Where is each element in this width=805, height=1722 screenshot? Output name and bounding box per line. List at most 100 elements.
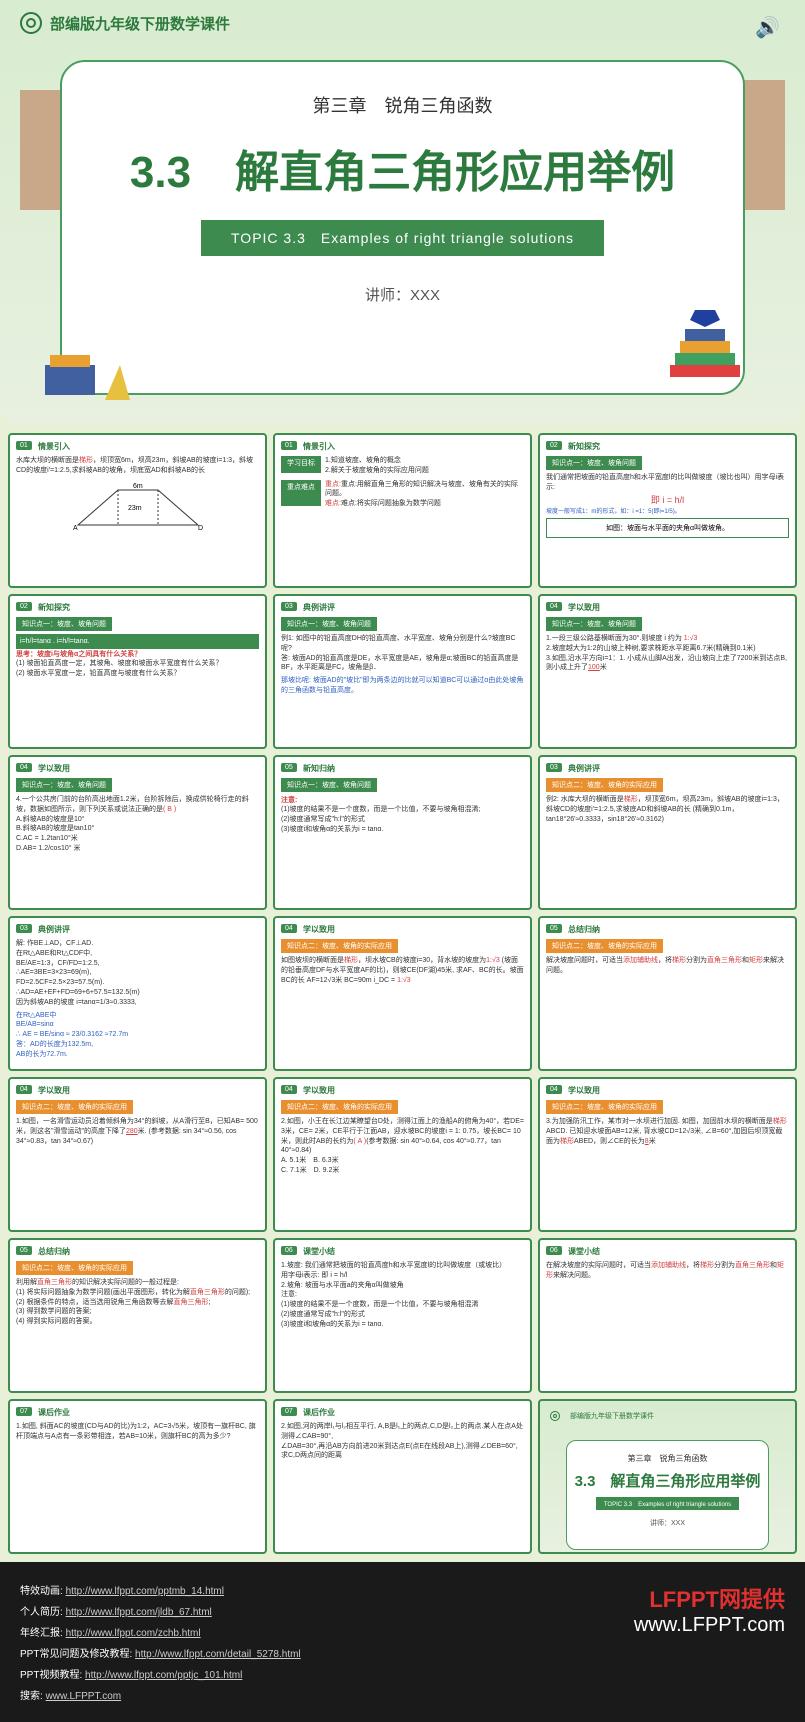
slide-thumbnail[interactable]: 02新知探究知识点一：坡度、坡角问题i=h/l=tanα . i=h/l=tan… [8, 594, 267, 749]
slide-number: 06 [281, 1246, 297, 1255]
slide-body: 1.一段三级公路基横断面为30°.则坡度 i 约为 1:√32.坡度越大为1:2… [546, 634, 789, 673]
slide-header: 新知探究 [38, 602, 259, 613]
slide-number: 04 [546, 1085, 562, 1094]
knowledge-point: 知识点二：坡度、坡角的实际应用 [281, 1100, 398, 1114]
slide-header: 学以致用 [38, 1085, 259, 1096]
logo-icon [20, 12, 42, 34]
slide-header: 新知归纳 [303, 763, 524, 774]
slide-thumbnail[interactable]: 04 学以致用知识点一：坡度、坡角问题 1.一段三级公路基横断面为30°.则坡度 i… [538, 594, 797, 749]
svg-text:D: D [198, 525, 203, 530]
slide-body: 3.为加强防汛工作，某市对一水坝进行加固. 如图，加固前水坝的横断面是梯形ABC… [546, 1117, 789, 1146]
slide-thumbnail[interactable]: 01情景引入水库大坝的横断面是梯形，坝顶宽6m，坝高23m，斜坡AB的坡度i=1… [8, 433, 267, 588]
slide-number: 03 [16, 924, 32, 933]
knowledge-point: 知识点二：坡度、坡角的实际应用 [546, 939, 663, 953]
slide-body: 解决坡度问题时，可适当添加辅助线，将梯形分割为直角三角形和矩形来解决问题。 [546, 956, 789, 976]
slide-thumbnail[interactable]: 06 课堂小结在解决坡度的实际问题时，可适当添加辅助线，将梯形分割为直角三角形和矩… [538, 1238, 797, 1393]
slide-header: 情景引入 [303, 441, 524, 452]
slide-header: 典例讲评 [303, 602, 524, 613]
slide-number: 05 [281, 763, 297, 772]
slide-number: 02 [546, 441, 562, 450]
slide-thumbnail[interactable]: 03典例讲评解: 作BE⊥AD，CF⊥AD.在Rt△ABE和Rt△CDF中,BE… [8, 916, 267, 1071]
knowledge-point: 知识点二：坡度、坡角的实际应用 [281, 939, 398, 953]
slide-number: 05 [16, 1246, 32, 1255]
slide-body: 例2: 水库大坝的横断面是梯形，坝顶宽6m，坝高23m，斜坡AB的坡度i=1:3… [546, 795, 789, 824]
slide-thumbnail[interactable]: 01情景引入学习目标1.知道坡度、坡角的概念2.解关于坡度坡角的实际应用问题重点… [273, 433, 532, 588]
slide-header: 学以致用 [303, 1085, 524, 1096]
slide-thumbnail[interactable]: 02新知探究知识点一：坡度、坡角问题我们通常把坡面的铅直高度h和水平宽度l的比叫… [538, 433, 797, 588]
footer-link[interactable]: http://www.lfppt.com/jldb_67.html [66, 1607, 212, 1618]
slide-thumbnail[interactable]: 04 学以致用知识点二：坡度、坡角的实际应用 1.如图，一名滑雪运动员沿着倾斜角为3… [8, 1077, 267, 1232]
slide-header: 课堂小结 [303, 1246, 524, 1257]
slide-header: 学以致用 [38, 763, 259, 774]
slide-body: 4.一个公共房门前的台阶高出地面1.2米，台阶拆除后，换成供轮椅行走的斜坡，数据… [16, 795, 259, 854]
slide-header: 情景引入 [38, 441, 259, 452]
topic-bar: TOPIC 3.3 Examples of right triangle sol… [201, 220, 604, 256]
slide-body: 在解决坡度的实际问题时，可适当添加辅助线，将梯形分割为直角三角形和矩形来解决问题… [546, 1261, 789, 1281]
slide-number: 04 [16, 1085, 32, 1094]
slide-thumbnail[interactable]: 05新知归纳知识点一：坡度、坡角问题注意:(1)坡度的结果不是一个度数，而是一个… [273, 755, 532, 910]
slide-thumbnail[interactable]: 04学以致用知识点一：坡度、坡角问题4.一个公共房门前的台阶高出地面1.2米，台… [8, 755, 267, 910]
slide-body: 如图坡坝的横断面是梯形，坝水坡CB的坡度i=30，背水坡的坡度为1:√3 (坡面… [281, 956, 524, 985]
slide-thumbnail[interactable]: 07课后作业2.如图,河的两岸l₁与l₂相互平行, A,B是l₁上的两点,C,D… [273, 1399, 532, 1554]
footer-brand: LFPPT网提供 www.LFPPT.com [634, 1582, 785, 1637]
chapter-label: 第三章 锐角三角函数 [62, 92, 743, 118]
slide-number: 04 [16, 763, 32, 772]
knowledge-point: 知识点一：坡度、坡角问题 [16, 617, 112, 631]
slide-number: 01 [16, 441, 32, 450]
speaker-icon: 🔊 [755, 15, 780, 40]
knowledge-point: 知识点一：坡度、坡角问题 [281, 778, 377, 792]
slide-body: (1)坡度的结果不是一个度数，而是一个比值，不要与坡角相混淆;(2)坡度通常写成… [281, 805, 524, 834]
main-title: 3.3 解直角三角形应用举例 [62, 136, 743, 200]
knowledge-point: 知识点二：坡度、坡角的实际应用 [16, 1100, 133, 1114]
slide-thumbnail[interactable]: 06 课堂小结 1.坡度: 我们通常把坡面的铅直高度h和水平宽度l的比叫做坡度（或坡… [273, 1238, 532, 1393]
slide-number: 01 [281, 441, 297, 450]
slide-header: 典例讲评 [568, 763, 789, 774]
slide-number: 03 [281, 602, 297, 611]
knowledge-point: 知识点二：坡度、坡角的实际应用 [546, 778, 663, 792]
books-left-decoration [35, 315, 145, 405]
slide-body: 例1: 如图中的铅直高度DH的铅直高度、水平宽度、坡角分别是什么?坡度BC呢?答… [281, 634, 524, 673]
footer-link[interactable]: www.LFPPT.com [46, 1691, 122, 1702]
svg-text:6m: 6m [133, 483, 143, 490]
slide-thumbnail[interactable]: 05总结归纳知识点二：坡度、坡角的实际应用解决坡度问题时，可适当添加辅助线，将梯… [538, 916, 797, 1071]
slide-number: 07 [16, 1407, 32, 1416]
slide-body: 1.坡度: 我们通常把坡面的铅直高度h和水平宽度l的比叫做坡度（或坡比）用字母i… [281, 1261, 524, 1330]
knowledge-point: 知识点一：坡度、坡角问题 [546, 617, 642, 631]
slides-grid: 01情景引入水库大坝的横断面是梯形，坝顶宽6m，坝高23m，斜坡AB的坡度i=1… [0, 425, 805, 1562]
knowledge-point: 知识点二：坡度、坡角的实际应用 [546, 1100, 663, 1114]
slide-header: 典例讲评 [38, 924, 259, 935]
knowledge-point: 知识点二：坡度、坡角的实际应用 [16, 1261, 133, 1275]
slide-thumbnail[interactable]: 03 典例讲评知识点二：坡度、坡角的实际应用例2: 水库大坝的横断面是梯形，坝顶宽… [538, 755, 797, 910]
svg-text:A: A [73, 525, 78, 530]
slide-thumbnail[interactable]: 04学以致用知识点二：坡度、坡角的实际应用如图坡坝的横断面是梯形，坝水坡CB的坡… [273, 916, 532, 1071]
triangle-diagram: 23m6mAD [68, 480, 208, 530]
footer-link[interactable]: http://www.lfppt.com/detail_5278.html [135, 1649, 301, 1660]
slide-header: 学以致用 [568, 1085, 789, 1096]
slide-thumbnail[interactable]: 04 学以致用知识点二：坡度、坡角的实际应用 3.为加强防汛工作，某市对一水坝进行加… [538, 1077, 797, 1232]
slide-header: 总结归纳 [38, 1246, 259, 1257]
slide-thumbnail[interactable]: 07课后作业1.如图, 斜面AC的坡度(CD与AD的比)为1:2，AC=3√5米… [8, 1399, 267, 1554]
brand-line2: www.LFPPT.com [634, 1614, 785, 1637]
slide-thumbnail[interactable]: 04 学以致用知识点二：坡度、坡角的实际应用 2.如图，小王在长江边某瞭望台D处，测… [273, 1077, 532, 1232]
slide-number: 04 [281, 924, 297, 933]
footer-link[interactable]: http://www.lfppt.com/pptjc_101.html [85, 1670, 242, 1681]
footer-link[interactable]: http://www.lfppt.com/zchb.html [66, 1628, 201, 1639]
slide-body: 2.如图，小王在长江边某瞭望台D处，测得江面上的渔船A的俯角为40°，若DE= … [281, 1117, 524, 1176]
knowledge-point: 知识点一：坡度、坡角问题 [281, 617, 377, 631]
knowledge-point: 知识点一：坡度、坡角问题 [546, 456, 642, 470]
footer-link[interactable]: http://www.lfppt.com/pptmb_14.html [66, 1586, 224, 1597]
slide-thumbnail[interactable]: 03 典例讲评知识点一：坡度、坡角问题例1: 如图中的铅直高度DH的铅直高度、水平… [273, 594, 532, 749]
slide-number: 06 [546, 1246, 562, 1255]
slide-header: 学以致用 [568, 602, 789, 613]
slide-number: 04 [546, 602, 562, 611]
slide-number: 04 [281, 1085, 297, 1094]
footer-links: 特效动画: http://www.lfppt.com/pptmb_14.html… [20, 1582, 301, 1702]
slide-number: 02 [16, 602, 32, 611]
hero-card: 第三章 锐角三角函数 3.3 解直角三角形应用举例 TOPIC 3.3 Exam… [60, 60, 745, 395]
slide-header: 课堂小结 [568, 1246, 789, 1257]
slide-thumbnail[interactable]: 部编版九年级下册数学课件第三章 锐角三角函数3.3 解直角三角形应用举例TOPI… [538, 1399, 797, 1554]
slide-number: 03 [546, 763, 562, 772]
slide-thumbnail[interactable]: 05总结归纳知识点二：坡度、坡角的实际应用利用解直角三角形的知识解决实际问题的一… [8, 1238, 267, 1393]
top-label: 部编版九年级下册数学课件 [50, 13, 230, 34]
slide-body: 1.如图，一名滑雪运动员沿着倾斜角为34°的斜坡，从A滑行至B，已知AB= 50… [16, 1117, 259, 1146]
